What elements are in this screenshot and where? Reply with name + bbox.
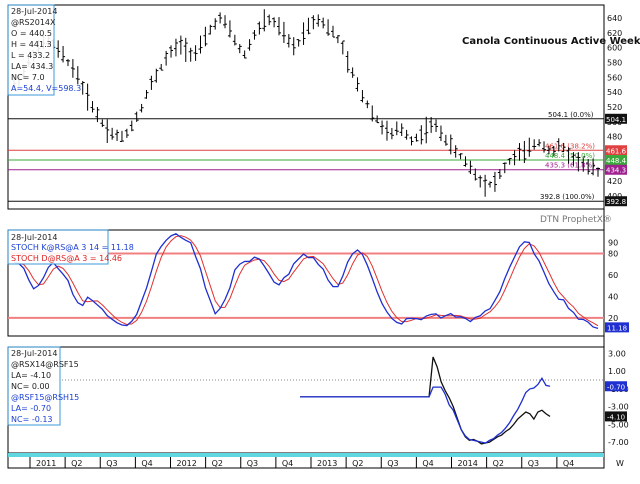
spread-y-tick: 3.00: [608, 349, 626, 358]
x-axis-strip: [8, 453, 604, 457]
price-reference-label: 435.3 (61.8%): [545, 162, 595, 170]
price-info-av: A=54.4, V=598.3: [11, 84, 81, 93]
price-reference-label: 504.1 (0.0%): [548, 111, 594, 119]
stoch-k-line: [13, 233, 599, 329]
x-axis-label: Q2: [352, 459, 363, 468]
spread-panel-frame: [7, 346, 605, 454]
x-axis-label: Q2: [212, 459, 223, 468]
stoch-y-tick: 20: [608, 314, 618, 323]
stoch-info-date: 28-Jul-2014: [11, 233, 57, 242]
price-info-open: O = 440.5: [11, 29, 52, 38]
spread2-last: LA= -0.70: [11, 404, 51, 413]
spread2-nc: NC= -0.13: [11, 415, 53, 424]
price-info-symbol: @RS2014X: [11, 18, 56, 27]
watermark: DTN ProphetX®: [540, 215, 612, 225]
spread1-nc: NC= 0.00: [11, 382, 50, 391]
price-y-tick: 420: [607, 177, 622, 186]
spread2-label: @RSF15@RSH15: [11, 393, 79, 402]
price-info-date: 28-Jul-2014: [11, 7, 57, 16]
x-axis-label: Q3: [106, 459, 117, 468]
stoch-y-tick: 90: [608, 239, 618, 248]
x-axis-label: Q4: [563, 459, 574, 468]
x-axis-label: Q2: [493, 459, 504, 468]
price-reference-label: 461.6 (38.2%): [545, 142, 595, 150]
x-axis-label: 2011: [36, 459, 56, 468]
price-reference-tag: [605, 155, 627, 166]
price-y-tick: 620: [607, 29, 622, 38]
x-axis-label: Q4: [282, 459, 293, 468]
x-axis-label: 2013: [317, 459, 337, 468]
price-reference-tag: [605, 113, 627, 124]
price-reference-tag-label: 461.6: [606, 147, 627, 155]
x-axis-label: Q2: [71, 459, 82, 468]
spread-y-tick: -5.00: [608, 420, 629, 429]
x-axis-label: Q4: [422, 459, 433, 468]
x-axis-label: 2014: [458, 459, 478, 468]
x-axis-units-label: W: [616, 459, 624, 468]
spread2-line: [300, 377, 551, 444]
chart-title: Canola Continuous Active Weekly: [462, 36, 640, 47]
spread-y-tick: -3.00: [608, 403, 629, 412]
stoch-k-label: STOCH K@RS@A 3 14 = 11.18: [11, 243, 134, 252]
price-reference-tag-label: 504.1: [606, 116, 626, 124]
price-y-tick: 480: [607, 133, 622, 142]
x-axis-label: Q4: [141, 459, 152, 468]
price-y-tick: 640: [607, 14, 622, 23]
spread1-label: @RSX14@RSF15: [11, 360, 79, 369]
stoch-y-tick: 80: [608, 249, 618, 258]
price-reference-tag: [605, 164, 627, 175]
price-reference-label: 392.8 (100.0%): [540, 193, 595, 201]
spread-y-tick: -7.00: [608, 438, 629, 447]
price-y-tick: 560: [607, 73, 622, 82]
spread1-last-tag: [605, 411, 627, 422]
stoch-last-tag-label: 11.18: [607, 324, 627, 332]
price-panel-frame: [7, 4, 605, 210]
stoch-d-label: STOCH D@RS@A 3 = 14.46: [11, 254, 122, 263]
x-axis-label: Q3: [387, 459, 398, 468]
stoch-last-tag: [605, 322, 629, 333]
spread-info-date: 28-Jul-2014: [11, 349, 57, 358]
price-reference-label: 448.4 (50.0%): [545, 152, 595, 160]
x-axis-label: Q3: [528, 459, 539, 468]
price-reference-tag-label: 434.3: [606, 167, 626, 175]
price-y-tick: 540: [607, 88, 622, 97]
price-y-tick: 520: [607, 103, 622, 112]
price-reference-tag: [605, 145, 627, 156]
stoch-info-box: 28-Jul-2014 STOCH K@RS@A 3 14 = 11.18 ST…: [7, 229, 134, 265]
price-info-high: H = 441.3: [11, 40, 52, 49]
price-info-last: LA= 434.3: [11, 62, 53, 71]
spread2-last-tag: [605, 381, 627, 392]
spread-info-box: 28-Jul-2014 @RSX14@RSF15 LA= -4.10 NC= 0…: [7, 346, 79, 426]
x-axis-label: 2012: [177, 459, 197, 468]
spread2-last-tag-label: -0.70: [607, 383, 625, 391]
spread1-last: LA= -4.10: [11, 371, 51, 380]
price-info-netchange: NC= 7.0: [11, 73, 45, 82]
price-info-box: 28-Jul-2014 @RS2014X O = 440.5 H = 441.3…: [7, 4, 81, 96]
stoch-y-tick: 40: [608, 292, 618, 301]
price-reference-tag: [605, 196, 627, 207]
stoch-y-tick: 60: [608, 271, 618, 280]
stoch-d-line: [13, 235, 599, 327]
price-info-low: L = 433.2: [11, 51, 50, 60]
price-reference-tag-label: 392.8: [606, 198, 626, 206]
spread-y-tick: 1.00: [608, 367, 626, 376]
price-y-tick: 580: [607, 59, 622, 68]
x-axis-label: Q3: [247, 459, 258, 468]
spread1-last-tag-label: -4.10: [607, 413, 625, 421]
price-y-tick: 600: [607, 44, 622, 53]
price-reference-tag-label: 448.4: [606, 157, 627, 165]
